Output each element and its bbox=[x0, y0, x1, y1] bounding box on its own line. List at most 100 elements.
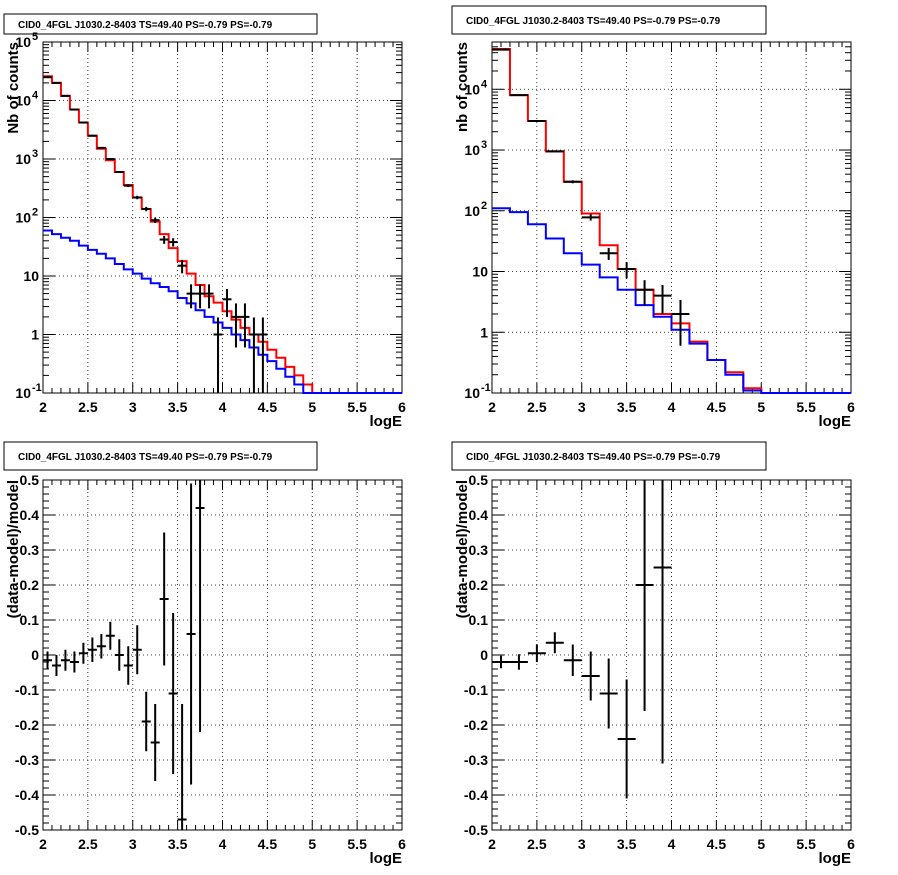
y-tick-label: 10 bbox=[15, 151, 31, 167]
data-point bbox=[581, 214, 600, 221]
title-box bbox=[451, 441, 767, 471]
x-axis-label: logE bbox=[370, 850, 403, 867]
data-point bbox=[168, 238, 178, 247]
title-text: CID0_4FGL J1030.2-8403 TS=49.40 PS=-0.79… bbox=[18, 20, 273, 31]
y-tick-label: 0.1 bbox=[469, 612, 489, 628]
residual-point bbox=[87, 637, 97, 662]
data-point bbox=[87, 134, 97, 137]
residual-point bbox=[492, 655, 510, 669]
y-tick-label: 10 bbox=[15, 34, 31, 50]
y-tick-label: -0.3 bbox=[464, 752, 488, 768]
residual-point bbox=[51, 655, 61, 676]
data-point bbox=[123, 184, 133, 188]
y-tick-label: 0.2 bbox=[469, 577, 489, 593]
y-tick-label: 0.5 bbox=[20, 472, 40, 488]
residual-point bbox=[545, 632, 564, 654]
y-tick-label: -0.1 bbox=[464, 682, 488, 698]
residual-point bbox=[186, 483, 196, 785]
residual-point bbox=[617, 679, 636, 799]
y-tick-label: -0.5 bbox=[464, 822, 488, 838]
title-text: CID0_4FGL J1030.2-8403 TS=49.40 PS=-0.79… bbox=[466, 452, 721, 463]
y-tick-label: 0.3 bbox=[469, 542, 489, 558]
data-point bbox=[222, 288, 232, 317]
chart-title: CID0_4FGL J1030.2-8403 TS=49.40 PS=-0.79… bbox=[3, 441, 318, 471]
x-tick-label: 6 bbox=[847, 399, 855, 415]
y-tick-label: 0.3 bbox=[20, 542, 40, 558]
residual-point bbox=[150, 704, 160, 781]
data-point bbox=[671, 299, 690, 346]
x-tick-label: 4.5 bbox=[707, 836, 727, 852]
y-tick-label: 10 bbox=[464, 142, 480, 158]
y-tick-label: -0.4 bbox=[464, 787, 488, 803]
y-tick-exponent: 5 bbox=[32, 31, 38, 43]
x-tick-label: 5 bbox=[757, 836, 765, 852]
y-tick-label: -0.2 bbox=[464, 717, 488, 733]
data-point bbox=[114, 170, 124, 174]
residual-point bbox=[527, 644, 546, 662]
data-point bbox=[105, 158, 115, 160]
data-point bbox=[132, 195, 142, 200]
title-box bbox=[451, 5, 767, 35]
residual-point bbox=[635, 480, 654, 711]
x-tick-label: 5 bbox=[757, 399, 765, 415]
residual-point bbox=[114, 639, 124, 671]
y-tick-label: -0.5 bbox=[15, 822, 39, 838]
x-tick-label: 4 bbox=[219, 836, 227, 852]
y-tick-exponent: -1 bbox=[481, 382, 491, 394]
model-background-line bbox=[43, 229, 402, 394]
y-tick-exponent: 3 bbox=[481, 139, 487, 151]
residual-point bbox=[159, 532, 169, 666]
data-point bbox=[545, 150, 564, 153]
data-point bbox=[617, 262, 636, 279]
x-tick-label: 3.5 bbox=[617, 836, 637, 852]
y-tick-label: 0.4 bbox=[20, 507, 40, 523]
x-tick-label: 5 bbox=[308, 399, 316, 415]
y-tick-exponent: -1 bbox=[32, 382, 42, 394]
residual-point bbox=[509, 654, 528, 670]
x-tick-label: 3 bbox=[578, 399, 586, 415]
x-tick-label: 5.5 bbox=[347, 399, 367, 415]
y-tick-label: -0.3 bbox=[15, 752, 39, 768]
residual-point bbox=[132, 625, 142, 675]
data-point bbox=[653, 284, 672, 314]
y-tick-exponent: 4 bbox=[481, 78, 488, 90]
data-point bbox=[213, 317, 223, 393]
x-tick-label: 5.5 bbox=[796, 836, 816, 852]
y-tick-label: 0.5 bbox=[469, 472, 489, 488]
x-tick-label: 4.5 bbox=[258, 836, 278, 852]
x-tick-label: 4 bbox=[219, 399, 227, 415]
chart-panel-3: CID0_4FGL J1030.2-8403 TS=49.40 PS=-0.79… bbox=[3, 441, 406, 867]
x-tick-label: 2.5 bbox=[78, 399, 98, 415]
residual-point bbox=[168, 613, 178, 774]
x-tick-label: 2 bbox=[488, 836, 496, 852]
residual-point bbox=[581, 651, 600, 701]
chart-panel-2: CID0_4FGL J1030.2-8403 TS=49.40 PS=-0.79… bbox=[451, 5, 855, 430]
x-axis-label: logE bbox=[819, 413, 852, 430]
chart-title: CID0_4FGL J1030.2-8403 TS=49.40 PS=-0.79… bbox=[3, 13, 318, 35]
residual-point bbox=[177, 704, 187, 830]
residual-point bbox=[78, 642, 88, 664]
x-tick-label: 2 bbox=[39, 836, 47, 852]
y-tick-label: 10 bbox=[23, 268, 39, 284]
y-tick-label: 10 bbox=[464, 203, 480, 219]
residual-point bbox=[141, 691, 151, 752]
data-point bbox=[635, 280, 654, 306]
model-background-line bbox=[492, 207, 851, 394]
y-axis-label: (data-model)/model bbox=[5, 480, 22, 618]
y-tick-exponent: 2 bbox=[32, 207, 38, 219]
title-text: CID0_4FGL J1030.2-8403 TS=49.40 PS=-0.79… bbox=[466, 16, 721, 27]
residual-point bbox=[123, 646, 133, 685]
data-point bbox=[599, 247, 618, 260]
y-tick-label: 10 bbox=[464, 385, 480, 401]
title-text: CID0_4FGL J1030.2-8403 TS=49.40 PS=-0.79… bbox=[18, 452, 273, 463]
y-axis-label: nb of counts bbox=[454, 42, 471, 132]
y-tick-label: 10 bbox=[472, 264, 488, 280]
data-point bbox=[69, 108, 79, 111]
data-point bbox=[186, 284, 196, 309]
data-point bbox=[509, 94, 528, 97]
title-box bbox=[3, 441, 318, 471]
residual-point bbox=[195, 480, 205, 732]
data-point bbox=[527, 120, 546, 123]
x-tick-label: 2.5 bbox=[527, 836, 547, 852]
x-tick-label: 3.5 bbox=[168, 836, 188, 852]
